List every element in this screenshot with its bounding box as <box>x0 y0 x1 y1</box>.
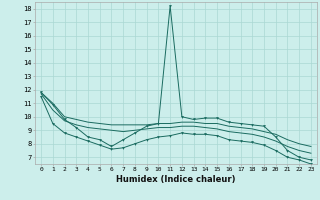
X-axis label: Humidex (Indice chaleur): Humidex (Indice chaleur) <box>116 175 236 184</box>
